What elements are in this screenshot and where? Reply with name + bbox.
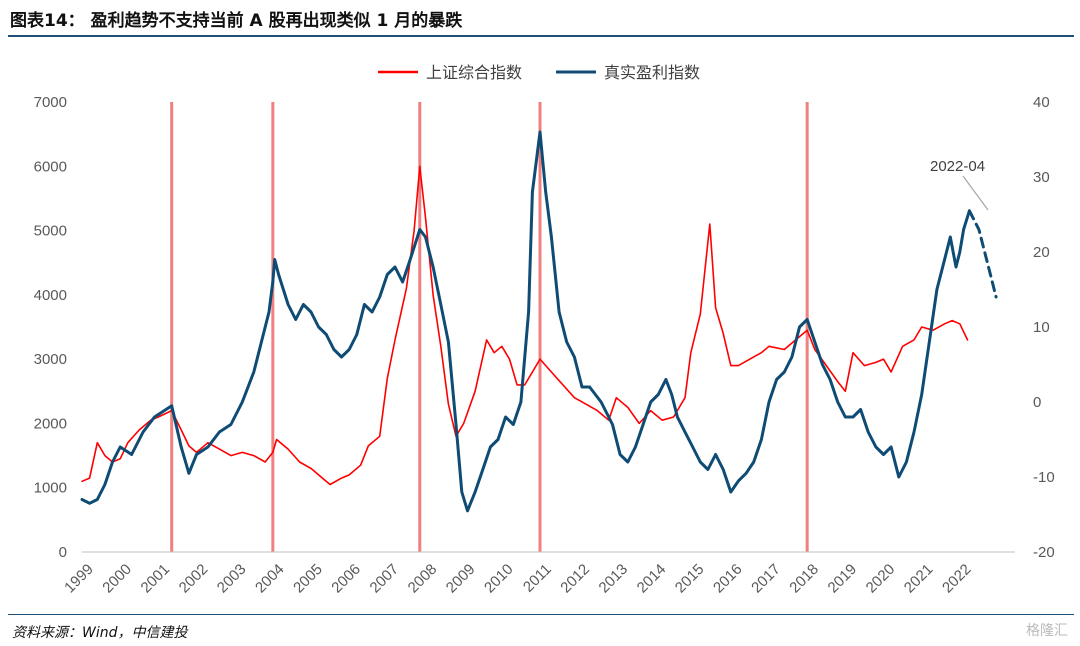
x-tick-label: 2022: [939, 561, 975, 597]
x-tick-label: 2012: [557, 561, 593, 597]
series-line-profit: [80, 130, 971, 513]
x-tick-label: 2016: [710, 561, 746, 597]
y-right-tick-label: -20: [1033, 544, 1055, 561]
series-line-profit-forecast: [967, 209, 998, 299]
y-left-tick-label: 7000: [34, 94, 67, 111]
x-tick-label: 2011: [520, 561, 555, 596]
y-right-tick-label: 40: [1033, 94, 1050, 111]
legend-label-shanghai: 上证综合指数: [426, 63, 522, 82]
x-axis: 1999 2000 2001 2002 2003 2004 2005 2006 2007 2008…: [61, 561, 974, 597]
x-tick-label: 2010: [481, 561, 517, 597]
x-tick-label: 2009: [443, 561, 479, 597]
y-left-tick-label: 1000: [34, 480, 67, 497]
x-tick-label: 1999: [61, 561, 97, 597]
y-right-tick-label: 30: [1033, 169, 1050, 186]
x-tick-label: 2015: [672, 561, 708, 597]
header-rule: [8, 35, 1074, 37]
annotation: 2022-04: [930, 158, 989, 211]
y-axis-left: 0 1000 2000 3000 4000 5000 6000 7000: [34, 94, 67, 561]
x-tick-label: 2021: [901, 561, 937, 597]
x-tick-label: 2020: [863, 561, 899, 597]
line-chart: 上证综合指数 真实盈利指数 0 1000 2000 3000 4000 5000 6000 7…: [34, 63, 1055, 597]
footer-rule: [8, 614, 1074, 615]
y-right-tick-label: -10: [1033, 469, 1055, 486]
x-tick-label: 2003: [214, 561, 250, 597]
x-tick-label: 2013: [596, 561, 632, 597]
source-note: 资料来源：Wind，中信建投: [12, 625, 188, 641]
y-left-tick-label: 0: [59, 544, 67, 561]
x-tick-label: 2006: [328, 561, 364, 597]
y-left-tick-label: 5000: [34, 223, 67, 240]
x-tick-label: 2008: [405, 561, 441, 597]
y-axis-right: -20 -10 0 10 20 30 40: [1033, 94, 1055, 561]
y-left-tick-label: 4000: [34, 287, 67, 304]
x-tick-label: 2007: [367, 561, 403, 597]
x-tick-label: 2019: [825, 561, 861, 597]
recession-lines: [170, 102, 809, 552]
y-right-tick-label: 10: [1033, 319, 1050, 336]
annotation-leader-line: [962, 175, 989, 211]
x-tick-label: 2000: [99, 561, 135, 597]
annotation-label: 2022-04: [930, 158, 985, 175]
y-left-tick-label: 2000: [34, 415, 67, 432]
x-tick-label: 2001: [138, 561, 174, 597]
x-tick-label: 2014: [634, 561, 670, 597]
legend-label-profit: 真实盈利指数: [604, 63, 700, 82]
y-left-tick-label: 3000: [34, 351, 67, 368]
y-right-tick-label: 20: [1033, 244, 1050, 261]
chart-title: 图表14： 盈利趋势不支持当前 A 股再出现类似 1 月的暴跌: [10, 11, 463, 31]
watermark-logo: 格隆汇: [1026, 623, 1068, 639]
x-tick-label: 2017: [748, 561, 784, 597]
y-left-tick-label: 6000: [34, 158, 67, 175]
x-tick-label: 2005: [290, 561, 326, 597]
x-tick-label: 2018: [786, 561, 822, 597]
x-tick-label: 2004: [252, 561, 288, 597]
x-tick-label: 2002: [176, 561, 212, 597]
chart-legend: 上证综合指数 真实盈利指数: [378, 63, 700, 82]
y-right-tick-label: 0: [1033, 394, 1041, 411]
series-group: [80, 130, 998, 513]
